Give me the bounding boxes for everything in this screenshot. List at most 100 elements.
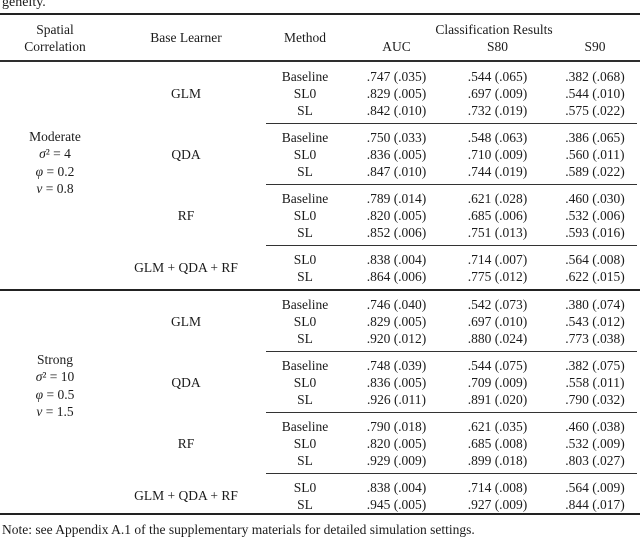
s80-cell: .621 (.028)	[467, 191, 528, 206]
header-group-title: Classification Results	[435, 21, 553, 37]
table-row: SL .926 (.011) .891 (.020) .790 (.032)	[262, 391, 640, 408]
s90-cell: .460 (.038)	[565, 419, 625, 434]
auc-cell: .838 (.004)	[366, 480, 427, 495]
s90-cell: .773 (.038)	[565, 331, 625, 346]
method-cell: SL0	[293, 314, 317, 329]
table-row: SL0 .836 (.005) .710 (.009) .560 (.011)	[262, 146, 640, 163]
group-divider	[0, 180, 640, 190]
header-metrics: AUC S80 S90	[348, 38, 640, 55]
auc-cell: .820 (.005)	[366, 436, 427, 451]
spacer	[0, 418, 110, 469]
top-rule	[0, 13, 640, 15]
spatial-block-label-moderate: Moderate σ² = 4 φ = 0.2 ν = 0.8	[29, 128, 81, 197]
method-cell: SL0	[293, 436, 317, 451]
header-base-learner: Base Learner	[150, 29, 222, 45]
s90-cell: .803 (.027)	[565, 453, 625, 468]
auc-cell: .864 (.006)	[366, 269, 427, 284]
learner-group-qda: QDA Baseline .748 (.039) .544 (.075) .38…	[0, 357, 640, 408]
auc-cell: .926 (.011)	[366, 392, 427, 407]
s90-cell: .575 (.022)	[565, 103, 625, 118]
method-cell: SL	[297, 331, 313, 346]
auc-cell: .829 (.005)	[366, 86, 427, 101]
s80-cell: .891 (.020)	[467, 392, 528, 407]
base-learner-label: GLM	[171, 85, 201, 101]
header-method: Method	[284, 29, 326, 45]
method-cell: Baseline	[281, 297, 329, 312]
header-spatial-correlation: Spatial Correlation	[24, 21, 86, 54]
s90-cell: .460 (.030)	[565, 191, 625, 206]
learner-group-rf: RF Baseline .790 (.018) .621 (.035) .460…	[0, 418, 640, 469]
method-cell: SL	[297, 453, 313, 468]
base-learner-label: QDA	[171, 374, 201, 390]
spacer	[0, 479, 110, 513]
s90-cell: .382 (.075)	[565, 358, 625, 373]
s90-cell: .532 (.009)	[565, 436, 625, 451]
auc-cell: .838 (.004)	[366, 252, 427, 267]
spacer	[0, 190, 110, 241]
table-row: SL0 .820 (.005) .685 (.006) .532 (.006)	[262, 207, 640, 224]
header-auc: AUC	[382, 38, 411, 54]
header-s80: S80	[486, 38, 508, 54]
learner-group-ensemble: GLM + QDA + RF SL0 .838 (.004) .714 (.00…	[0, 479, 640, 513]
s80-cell: .751 (.013)	[467, 225, 528, 240]
learner-group-glm: GLM Baseline .746 (.040) .542 (.073) .38…	[0, 296, 640, 347]
results-table: Spatial Correlation Base Learner Method …	[0, 13, 640, 515]
group-divider	[0, 119, 640, 129]
auc-cell: .945 (.005)	[366, 497, 427, 512]
s90-cell: .564 (.008)	[565, 252, 625, 267]
learner-group-rf: RF Baseline .789 (.014) .621 (.028) .460…	[0, 190, 640, 241]
method-cell: SL0	[293, 86, 317, 101]
s80-cell: .544 (.075)	[467, 358, 528, 373]
method-cell: SL	[297, 497, 313, 512]
method-cell: Baseline	[281, 358, 329, 373]
spacer	[0, 296, 110, 347]
group-divider	[0, 408, 640, 418]
s80-cell: .744 (.019)	[467, 164, 528, 179]
base-learner-label: RF	[177, 207, 195, 223]
method-cell: Baseline	[281, 191, 329, 206]
header-rule	[0, 60, 640, 62]
s80-cell: .685 (.008)	[467, 436, 528, 451]
header-s90: S90	[584, 38, 606, 54]
s90-cell: .544 (.010)	[565, 86, 625, 101]
s80-cell: .685 (.006)	[467, 208, 528, 223]
method-cell: SL	[297, 269, 313, 284]
s90-cell: .593 (.016)	[565, 225, 625, 240]
method-cell: SL	[297, 164, 313, 179]
s90-cell: .589 (.022)	[565, 164, 625, 179]
table-row: SL0 .838 (.004) .714 (.007) .564 (.008)	[262, 251, 640, 268]
auc-cell: .836 (.005)	[366, 375, 427, 390]
base-learner-label: QDA	[171, 146, 201, 162]
learner-group-glm: GLM Baseline .747 (.035) .544 (.065) .38…	[0, 68, 640, 119]
base-learner-label: GLM + QDA + RF	[134, 260, 238, 275]
auc-cell: .750 (.033)	[366, 130, 427, 145]
caption-cutoff-text: geneity.	[2, 0, 46, 10]
auc-cell: .836 (.005)	[366, 147, 427, 162]
learner-group-qda: QDA Baseline .750 (.033) .548 (.063) .38…	[0, 129, 640, 180]
auc-cell: .842 (.010)	[366, 103, 427, 118]
method-cell: Baseline	[281, 130, 329, 145]
base-learner-label: RF	[177, 435, 195, 451]
s80-cell: .709 (.009)	[467, 375, 528, 390]
table-row: SL0 .820 (.005) .685 (.008) .532 (.009)	[262, 435, 640, 452]
auc-cell: .829 (.005)	[366, 314, 427, 329]
s80-cell: .927 (.009)	[467, 497, 528, 512]
table-row: Baseline .747 (.035) .544 (.065) .382 (.…	[262, 68, 640, 85]
table-header: Spatial Correlation Base Learner Method …	[0, 15, 640, 60]
table-row: SL .920 (.012) .880 (.024) .773 (.038)	[262, 330, 640, 347]
auc-cell: .789 (.014)	[366, 191, 427, 206]
method-cell: Baseline	[281, 419, 329, 434]
spatial-block-label-strong: Strong σ² = 10 φ = 0.5 ν = 1.5	[35, 351, 75, 420]
method-cell: SL0	[293, 480, 317, 495]
s90-cell: .558 (.011)	[565, 375, 625, 390]
table-row: Baseline .748 (.039) .544 (.075) .382 (.…	[262, 357, 640, 374]
s80-cell: .548 (.063)	[467, 130, 528, 145]
s80-cell: .714 (.007)	[467, 252, 528, 267]
auc-cell: .847 (.010)	[366, 164, 427, 179]
table-row: SL .864 (.006) .775 (.012) .622 (.015)	[262, 268, 640, 285]
table-row: SL .929 (.009) .899 (.018) .803 (.027)	[262, 452, 640, 469]
method-cell: SL0	[293, 252, 317, 267]
method-cell: Baseline	[281, 69, 329, 84]
s80-cell: .714 (.008)	[467, 480, 528, 495]
auc-cell: .852 (.006)	[366, 225, 427, 240]
